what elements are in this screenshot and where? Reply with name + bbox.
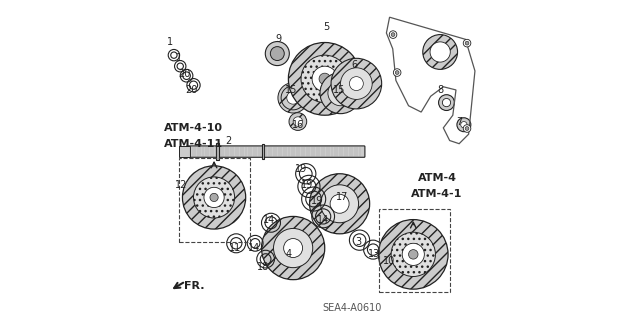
Text: 9: 9 [276, 34, 282, 44]
Text: ATM-4-1: ATM-4-1 [412, 189, 463, 199]
Circle shape [266, 41, 289, 66]
Bar [262, 144, 264, 159]
Text: 15: 15 [285, 85, 298, 95]
Circle shape [320, 72, 361, 114]
Circle shape [321, 185, 358, 223]
Circle shape [394, 69, 401, 76]
Circle shape [463, 125, 471, 132]
Bar [179, 146, 190, 157]
Text: 20: 20 [186, 85, 198, 95]
Text: 11: 11 [228, 243, 241, 253]
Text: 2: 2 [225, 136, 232, 145]
Text: ATM-4-10: ATM-4-10 [164, 123, 223, 133]
Circle shape [438, 95, 454, 110]
Text: 19: 19 [310, 196, 323, 206]
Text: 13: 13 [367, 249, 380, 259]
Circle shape [310, 174, 370, 234]
Text: 6: 6 [352, 60, 358, 70]
Text: 14: 14 [248, 243, 260, 253]
Circle shape [463, 39, 471, 47]
Text: 4: 4 [285, 249, 291, 259]
Circle shape [391, 33, 395, 36]
Circle shape [408, 250, 418, 259]
Text: 14: 14 [263, 215, 276, 225]
Text: 7: 7 [456, 116, 462, 127]
Circle shape [182, 166, 246, 229]
Circle shape [273, 228, 313, 268]
Circle shape [284, 88, 303, 107]
Circle shape [204, 187, 224, 208]
Text: 5: 5 [323, 22, 330, 32]
Circle shape [270, 47, 284, 61]
Text: 15: 15 [333, 85, 345, 95]
Circle shape [293, 117, 303, 126]
Circle shape [349, 77, 364, 91]
Text: 12: 12 [175, 180, 187, 190]
Circle shape [289, 42, 361, 115]
Circle shape [378, 219, 448, 289]
Circle shape [430, 42, 451, 62]
Text: 3: 3 [355, 237, 361, 247]
Text: 18: 18 [257, 262, 269, 272]
Circle shape [262, 216, 324, 280]
Text: 20: 20 [178, 69, 190, 79]
Text: ATM-4-11: ATM-4-11 [164, 139, 223, 149]
Circle shape [330, 194, 349, 213]
Text: 19: 19 [295, 164, 307, 174]
Circle shape [465, 41, 469, 45]
Circle shape [281, 86, 305, 110]
Circle shape [442, 99, 451, 107]
Text: 19: 19 [301, 180, 314, 190]
Circle shape [331, 58, 381, 109]
Circle shape [461, 122, 467, 128]
Text: 16: 16 [292, 120, 304, 130]
Circle shape [465, 127, 469, 130]
Text: FR.: FR. [184, 281, 205, 291]
Text: 1: 1 [176, 53, 182, 63]
Circle shape [210, 193, 218, 202]
Circle shape [284, 239, 303, 257]
Circle shape [457, 118, 471, 132]
Text: 1: 1 [167, 38, 173, 48]
Circle shape [340, 68, 372, 100]
Text: SEA4-A0610: SEA4-A0610 [322, 303, 381, 313]
Text: 14: 14 [317, 215, 330, 225]
Bar [216, 143, 219, 160]
Text: 10: 10 [383, 256, 396, 266]
FancyBboxPatch shape [186, 146, 365, 157]
Circle shape [391, 232, 435, 277]
Circle shape [278, 83, 308, 113]
Text: ATM-4: ATM-4 [417, 174, 456, 183]
Circle shape [396, 70, 399, 74]
Circle shape [289, 113, 307, 130]
Circle shape [301, 55, 348, 103]
Circle shape [328, 80, 353, 106]
Circle shape [389, 31, 397, 38]
Text: 8: 8 [437, 85, 444, 95]
Text: 17: 17 [336, 192, 348, 203]
Circle shape [312, 66, 337, 92]
Circle shape [335, 87, 346, 99]
Circle shape [423, 34, 458, 69]
Circle shape [287, 92, 300, 104]
Circle shape [193, 177, 235, 218]
Circle shape [319, 73, 330, 85]
Circle shape [402, 243, 424, 265]
